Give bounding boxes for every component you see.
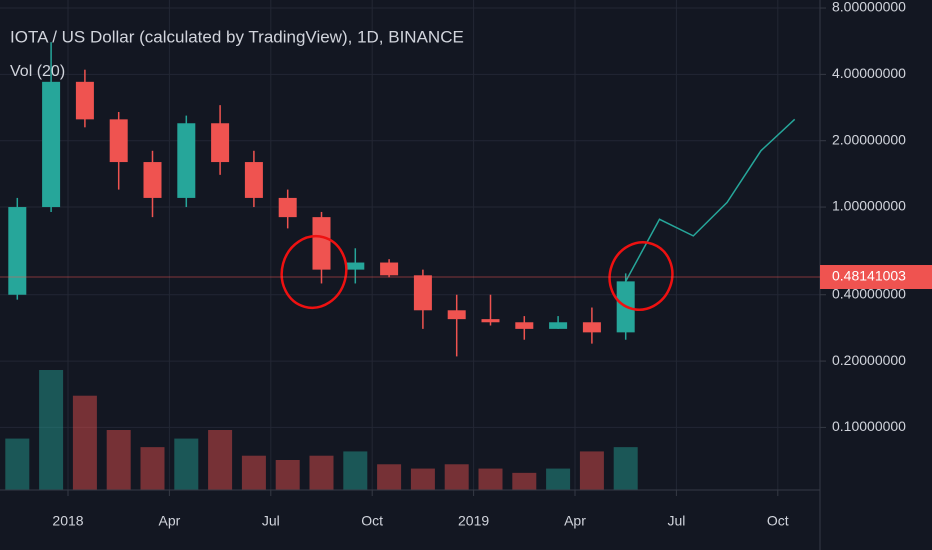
candle-body	[75, 81, 94, 120]
y-tick-label: 0.40000000	[832, 285, 906, 301]
candle-body	[481, 319, 500, 323]
candle-body	[177, 123, 196, 198]
annotation-circle	[280, 235, 348, 309]
volume-bar	[410, 468, 435, 490]
volume-bar	[72, 395, 97, 490]
volume-bar	[343, 451, 368, 490]
candle-body	[515, 322, 534, 329]
x-tick-label: Oct	[361, 513, 383, 529]
volume-bar	[208, 430, 233, 490]
x-tick-label: 2019	[458, 513, 489, 529]
volume-bar	[579, 451, 604, 490]
volume-bar	[377, 464, 402, 490]
volume-bar	[5, 438, 30, 490]
x-tick-label: Oct	[767, 513, 789, 529]
volume-bar	[174, 438, 199, 490]
y-tick-label: 0.20000000	[832, 352, 906, 368]
plot	[5, 42, 796, 490]
candle-body	[312, 217, 331, 270]
x-tick-label: Apr	[159, 513, 181, 529]
annotation-circle	[608, 241, 674, 311]
x-tick-label: Jul	[667, 513, 685, 529]
candle-body	[278, 197, 297, 218]
volume-bar	[275, 460, 300, 490]
candle-body	[380, 262, 399, 276]
volume-bar	[241, 455, 266, 490]
candle-body	[8, 207, 27, 295]
last-price-label: 0.48141003	[832, 268, 906, 284]
candle-body	[42, 81, 61, 208]
y-tick-label: 8.00000000	[832, 0, 906, 15]
volume-bar	[39, 370, 64, 490]
candle-body	[109, 119, 128, 163]
subtitle: Vol (20)	[10, 63, 65, 80]
x-tick-label: 2018	[52, 513, 83, 529]
volume-bar	[512, 472, 537, 490]
candle-body	[582, 322, 601, 333]
volume-bar	[478, 468, 503, 490]
candle-body	[413, 275, 432, 311]
candle-body	[346, 262, 365, 270]
volume-bar	[309, 455, 334, 490]
volume-bar	[106, 430, 131, 490]
y-tick-label: 1.00000000	[832, 198, 906, 214]
y-tick-label: 4.00000000	[832, 65, 906, 81]
candle-body	[549, 322, 568, 329]
candle-body	[447, 310, 466, 320]
volume-bar	[613, 447, 638, 490]
volume-bar	[444, 464, 469, 490]
x-tick-label: Apr	[564, 513, 586, 529]
projection-line	[625, 118, 796, 282]
candle-body	[143, 162, 162, 198]
chart-title: IOTA / US Dollar (calculated by TradingV…	[10, 27, 464, 46]
y-tick-label: 0.10000000	[832, 418, 906, 434]
grid	[0, 0, 820, 490]
x-tick-label: Jul	[262, 513, 280, 529]
y-tick-label: 2.00000000	[832, 131, 906, 147]
volume-bar	[546, 468, 571, 490]
candle-body	[244, 162, 263, 198]
candle-body	[211, 123, 230, 163]
volume-bar	[140, 447, 165, 490]
last-price-box	[820, 265, 932, 290]
